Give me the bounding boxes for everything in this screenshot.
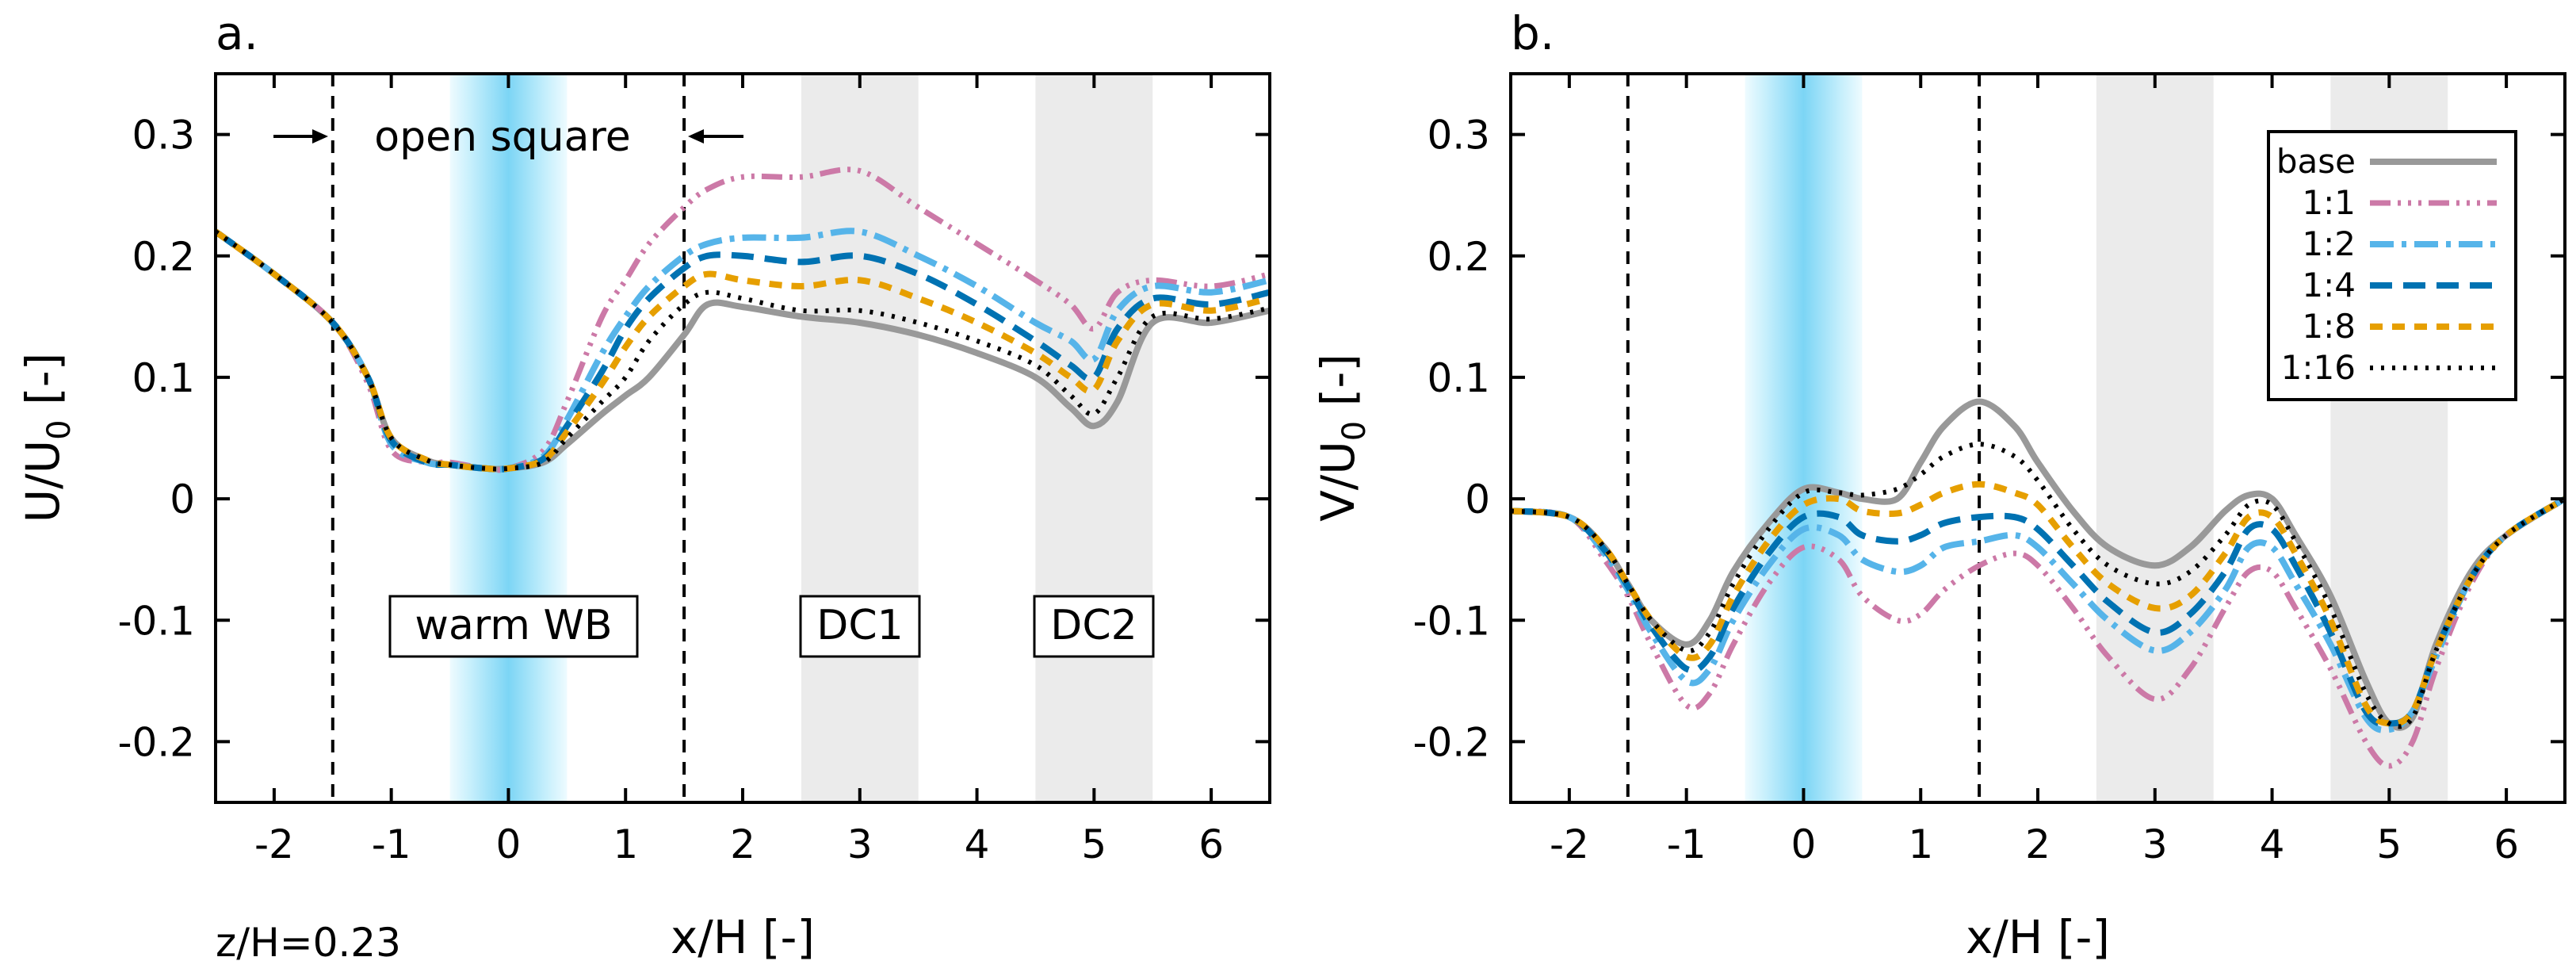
panel-b-xlabel: x/H [-]	[1966, 910, 2110, 964]
y-tick-label: 0.1	[132, 355, 195, 401]
y-tick-label: 0.3	[1427, 113, 1490, 159]
dc1-label: DC1	[816, 602, 903, 649]
x-tick-label: 5	[1081, 821, 1106, 867]
panel-b-ticks: -2 -1 0 1 2 3 4 5 6 -0.2 -0.1 0 0.1 0.2 0.3	[1412, 74, 2565, 867]
warm-wb-label: warm WB	[415, 602, 612, 649]
warm-wb-band	[449, 74, 568, 802]
y-tick-label: -0.2	[117, 719, 195, 765]
series-line-1-1	[216, 167, 1270, 473]
series-line-1-16	[216, 229, 1270, 472]
x-tick-label: 2	[2025, 821, 2050, 867]
panel-b-series	[1511, 398, 2565, 769]
panel-a-regions	[216, 74, 1270, 802]
panel-b-label: b.	[1511, 6, 1554, 60]
x-tick-label: 0	[496, 821, 522, 867]
panel-a-series	[216, 167, 1270, 473]
series-line-1-2	[1511, 496, 2565, 733]
legend-label: 1:1	[2302, 183, 2356, 222]
x-tick-label: 1	[1908, 821, 1933, 867]
dc1-band	[2096, 74, 2214, 802]
legend-label: 1:16	[2281, 348, 2356, 387]
x-tick-label: 3	[2142, 821, 2168, 867]
y-tick-label: 0.3	[132, 113, 195, 159]
panel-a-ticks: -2 -1 0 1 2 3 4 5 6 -0.2 -0.1 0 0.1 0.2 0.3	[117, 74, 1270, 867]
dc1-band	[801, 74, 919, 802]
y-tick-label: 0.2	[132, 234, 195, 280]
series-line-1-4	[216, 228, 1270, 473]
dc2-band	[1035, 74, 1153, 802]
x-tick-label: 1	[613, 821, 638, 867]
open-square-label: open square	[374, 113, 630, 161]
x-tick-label: -1	[1667, 821, 1707, 867]
series-line-1-1	[1511, 496, 2565, 769]
warm-wb-band	[1745, 74, 1863, 802]
legend-label: 1:4	[2302, 266, 2356, 304]
x-tick-label: 0	[1791, 821, 1817, 867]
x-tick-label: 5	[2376, 821, 2402, 867]
x-tick-label: -2	[254, 821, 294, 867]
panel-b-ylabel: V/U0 [-]	[1311, 354, 1373, 522]
x-tick-label: 6	[1198, 821, 1224, 867]
series-line-1-4	[1511, 496, 2565, 727]
legend-box	[2267, 130, 2517, 401]
footnote: z/H=0.23	[216, 920, 401, 966]
y-tick-label: -0.2	[1412, 719, 1490, 765]
dc2-label: DC2	[1050, 602, 1137, 649]
x-tick-label: 6	[2494, 821, 2519, 867]
warm-wb-label-box: warm WB	[388, 595, 639, 658]
x-tick-label: 2	[730, 821, 755, 867]
x-tick-label: 4	[2260, 821, 2285, 867]
y-tick-label: -0.1	[117, 598, 195, 644]
open-square-annotation: open square	[273, 113, 743, 161]
x-tick-label: -1	[372, 821, 411, 867]
panel-a-ylabel: U/U0 [-]	[16, 353, 78, 523]
x-tick-label: -2	[1550, 821, 1589, 867]
x-tick-label: 4	[965, 821, 990, 867]
panel-a: a. -2 -1 0 1 2 3 4 5 6 -0.2 -0.1 0 0.1 0.2 0.3 open sq…	[16, 6, 1271, 966]
y-tick-label: 0.2	[1427, 234, 1490, 280]
dc1-label-box: DC1	[799, 595, 921, 658]
legend-label: 1:8	[2302, 307, 2356, 346]
y-tick-label: 0	[1465, 477, 1490, 523]
panel-a-label: a.	[216, 6, 258, 60]
y-tick-label: 0	[170, 477, 195, 523]
dc2-label-box: DC2	[1033, 595, 1155, 658]
y-tick-label: -0.1	[1412, 598, 1490, 644]
legend-label: base	[2276, 142, 2356, 181]
panel-a-xlabel: x/H [-]	[671, 910, 815, 964]
series-line-1-16	[1511, 442, 2565, 729]
x-tick-label: 3	[847, 821, 873, 867]
panel-b: b. -2 -1 0 1 2 3 4 5 6-0.2-0.100.10.20.3 base1:1…	[1311, 6, 2566, 964]
y-tick-label: 0.1	[1427, 355, 1490, 401]
legend-label: 1:2	[2302, 224, 2356, 263]
